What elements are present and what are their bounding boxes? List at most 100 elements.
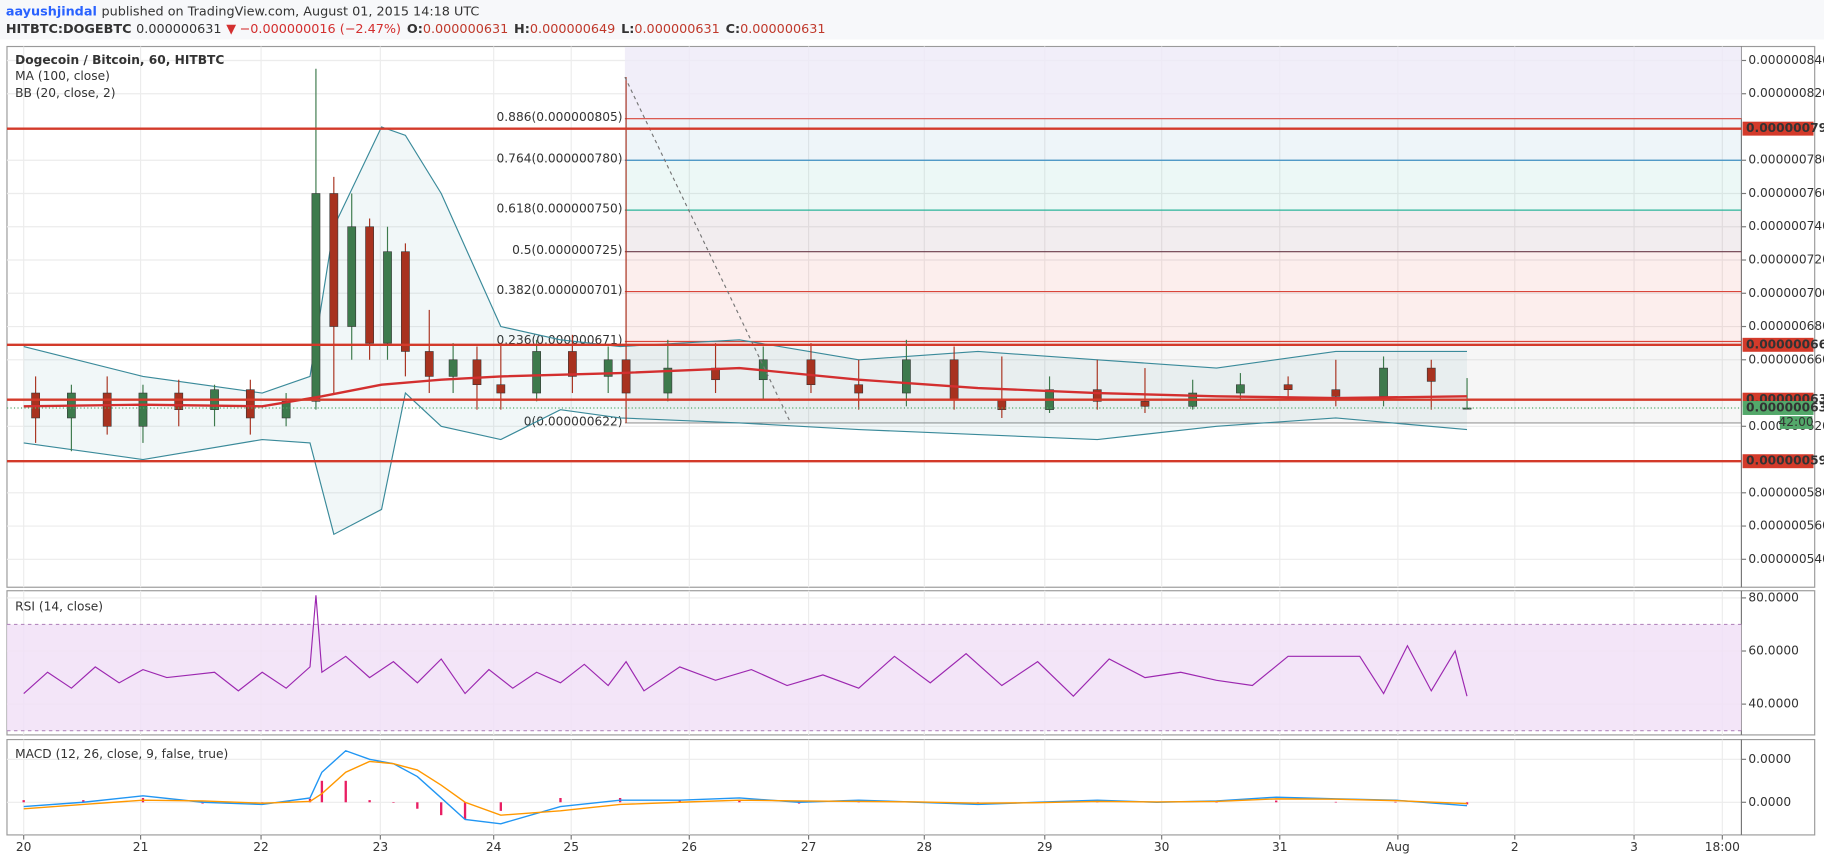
candle-body: [1283, 384, 1293, 390]
fib-label: 0.764(0.000000780): [497, 152, 623, 166]
indicator-label: MA (100, close): [15, 69, 110, 83]
fib-label: 0.886(0.000000805): [497, 110, 623, 124]
candle-body: [383, 251, 392, 344]
last-price-tag: [1742, 401, 1814, 415]
price-tag-label: 0.000000799: [1746, 121, 1824, 135]
candle-body: [1140, 401, 1150, 407]
fib-top-zone: [624, 47, 1742, 120]
candle-body: [663, 367, 673, 394]
o-label: O:: [407, 22, 423, 37]
candle-body: [1331, 389, 1341, 397]
histogram-bar: [1215, 801, 1218, 803]
x-tick-label: 27: [801, 840, 817, 854]
x-tick-label: 3: [1630, 840, 1638, 854]
candle-body: [329, 193, 339, 327]
h-value: 0.000000649: [530, 22, 615, 37]
rsi-band: [6, 624, 1742, 731]
fib-zone: [624, 160, 1742, 211]
candle-body: [174, 392, 184, 410]
fib-label: 0.618(0.000000750): [497, 201, 623, 215]
histogram-bar: [1394, 801, 1397, 803]
histogram-bar: [499, 802, 502, 811]
candle-body: [1379, 367, 1388, 397]
arrow: ▼: [226, 22, 236, 37]
price-tag-label: 0.000000599: [1746, 454, 1824, 468]
y-tick-label: 0.000000700: [1748, 286, 1824, 300]
y-tick-label: 0.0000: [1748, 795, 1791, 809]
c-value: 0.000000631: [740, 22, 825, 37]
bb-upper: [23, 126, 1467, 394]
rsi-line: [23, 595, 1468, 698]
histogram-bar: [463, 802, 467, 820]
price-tag: [1742, 337, 1814, 352]
histogram-bar: [320, 780, 324, 803]
x-tick-label: 24: [486, 840, 502, 854]
symbol-line: HITBTC:DOGEBTC 0.000000631 ▼ −0.000000016 (…: [6, 22, 826, 37]
price-tag: [1742, 454, 1814, 469]
histogram-bar: [1465, 802, 1469, 805]
l-value: 0.000000631: [634, 22, 719, 37]
x-tick-label: 29: [1037, 840, 1053, 854]
header-bg: [0, 0, 1824, 40]
o-value: 0.000000631: [423, 22, 508, 37]
x-tick-label: 2: [1511, 840, 1519, 854]
fib-zone: [624, 251, 1742, 292]
x-tick-label: 22: [253, 840, 269, 854]
histogram-bar: [392, 802, 395, 803]
candle-body: [1092, 389, 1102, 402]
candle-body: [902, 359, 911, 394]
candle-body: [347, 226, 357, 327]
candle-body: [138, 392, 148, 427]
bb-lower: [23, 391, 1468, 536]
y-tick-label: 0.000000780: [1748, 153, 1824, 167]
last-price-label: 0.000000631: [1746, 400, 1824, 414]
trend-line: [624, 76, 792, 424]
price-tag-label: 0.000000669: [1746, 337, 1824, 351]
y-tick-label: 40.0000: [1748, 697, 1798, 711]
y-tick-label: 0.000000580: [1748, 485, 1824, 499]
histogram-bar: [308, 798, 312, 803]
pane: [6, 738, 1816, 836]
candle-body: [311, 193, 321, 402]
y-tick-label: 0.000000760: [1748, 186, 1824, 200]
symbol: HITBTC:DOGEBTC: [6, 22, 132, 37]
fib-label: 0.382(0.000000701): [497, 283, 623, 297]
histogram-bar: [738, 800, 741, 803]
candle-body: [1236, 384, 1245, 394]
author[interactable]: aayushjindal: [6, 4, 97, 19]
indicator-label: BB (20, close, 2): [15, 86, 115, 100]
histogram-bar: [440, 802, 443, 816]
candle-body: [365, 226, 374, 344]
y-tick-label: 0.000000540: [1748, 552, 1824, 566]
l-label: L:: [621, 22, 634, 37]
fib-zone: [624, 291, 1742, 342]
pane-title: Dogecoin / Bitcoin, 60, HITBTC: [15, 53, 224, 67]
histogram-bar: [344, 780, 347, 803]
y-tick-label: 0.000000840: [1748, 53, 1824, 67]
x-tick-label: 31: [1272, 840, 1288, 854]
histogram-bar: [82, 800, 85, 803]
y-tick-label: 0.000000740: [1748, 219, 1824, 233]
x-tick-label: 21: [133, 840, 149, 854]
candle-body: [949, 359, 959, 400]
x-tick-label: 18:00: [1705, 840, 1740, 854]
candle-body: [401, 251, 410, 352]
candle-body: [806, 359, 816, 386]
fib-zone: [624, 210, 1742, 252]
y-tick-label: 0.0000: [1748, 752, 1791, 766]
candle-body: [532, 351, 541, 394]
fib-label: 0.5(0.000000725): [512, 243, 622, 257]
c-label: C:: [726, 22, 741, 37]
x-tick-label: 20: [16, 840, 32, 854]
histogram-bar: [1275, 800, 1278, 803]
pane-title: MACD (12, 26, close, 9, false, true): [15, 747, 228, 761]
histogram-bar: [678, 800, 681, 803]
countdown-tag: [1779, 416, 1813, 429]
plot-layer: 0.0000005400.0000005600.0000005800.00000…: [6, 45, 1824, 854]
last-price: 0.000000631: [136, 22, 221, 37]
candle-body: [102, 392, 112, 427]
fib-label: 0(0.000000622): [524, 414, 623, 428]
